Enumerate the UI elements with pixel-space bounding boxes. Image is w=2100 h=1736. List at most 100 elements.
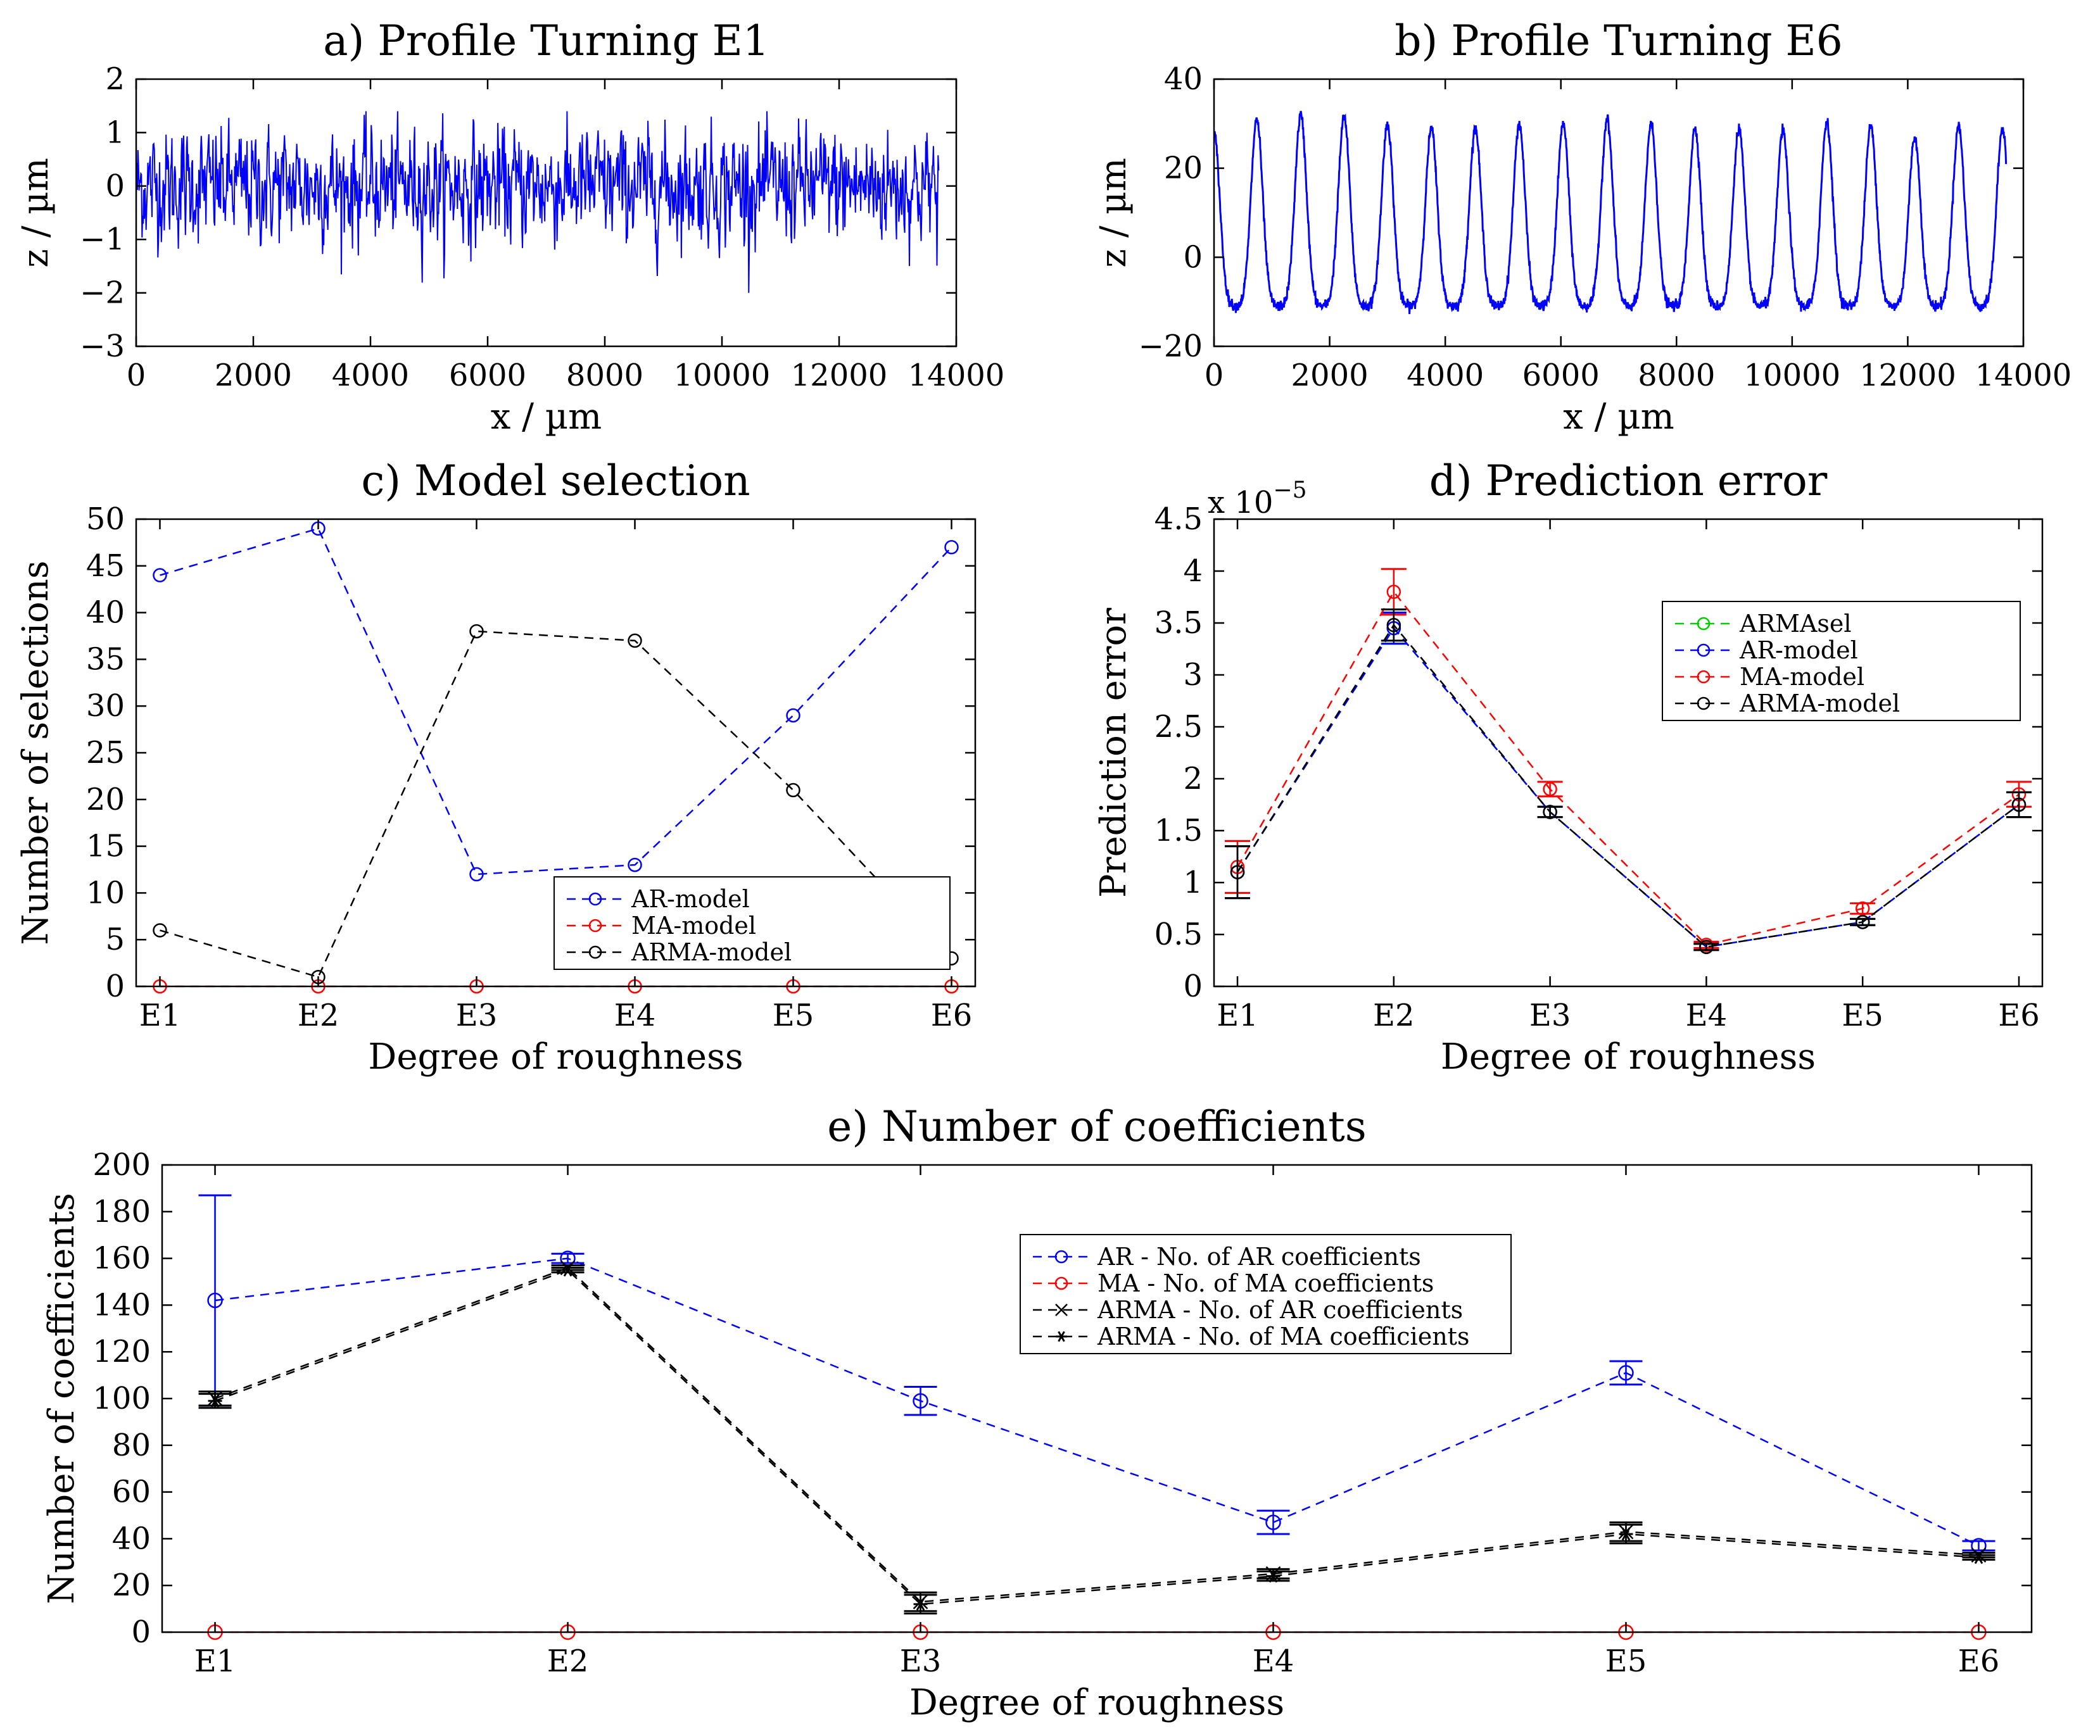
x-tick-label-d: E4 xyxy=(1686,998,1728,1033)
data-point-e xyxy=(207,1292,223,1309)
legend-label: MA-model xyxy=(1740,663,1864,691)
y-tick-label-a: 2 xyxy=(105,61,125,97)
series-line-e-0 xyxy=(215,1257,1980,1547)
legend-label: ARMAsel xyxy=(1739,610,1852,638)
legend-label: MA - No. of MA coefficients xyxy=(1097,1269,1434,1297)
data-point-d xyxy=(1699,940,1714,954)
data-point-d xyxy=(1543,805,1557,819)
y-tick-label-a: −2 xyxy=(80,275,125,311)
x-tick-label-b: 2000 xyxy=(1291,358,1368,393)
x-tick-label-e: E4 xyxy=(1253,1644,1294,1679)
x-tick-label-a: 14000 xyxy=(908,358,1005,393)
x-tick-label-d: E2 xyxy=(1373,998,1415,1033)
profile-line-e1 xyxy=(136,111,940,293)
x-tick-label-b: 8000 xyxy=(1638,358,1715,393)
series-line-c-0 xyxy=(160,527,952,876)
y-tick-label-b: 20 xyxy=(1164,151,1203,186)
legend-box xyxy=(1020,1234,1512,1354)
legend-box xyxy=(1662,601,2021,721)
x-axis-label-c: Degree of roughness xyxy=(368,1036,743,1078)
x-axis-label-e: Degree of roughness xyxy=(909,1682,1284,1723)
data-point-c xyxy=(469,867,484,882)
data-point-c xyxy=(786,708,800,723)
y-tick-label-e: 20 xyxy=(112,1568,151,1603)
y-tick-label-c: 30 xyxy=(86,688,125,724)
y-tick-label-d: 2.5 xyxy=(1154,709,1203,745)
scale-label: x 10−5 xyxy=(1208,477,1306,520)
data-point-d xyxy=(2011,797,2027,812)
y-tick-label-e: 160 xyxy=(92,1241,151,1276)
data-point-d xyxy=(1855,901,1870,916)
y-tick-label-e: 0 xyxy=(131,1614,151,1650)
legend-marker xyxy=(588,919,602,933)
y-tick-label-c: 40 xyxy=(86,595,125,631)
y-tick-label-d: 2 xyxy=(1183,761,1203,796)
data-point-e xyxy=(1265,1514,1281,1530)
x-tick-label-c: E3 xyxy=(456,998,498,1033)
data-point-e xyxy=(1621,1527,1631,1541)
y-axis-label-c: Number of selections xyxy=(15,560,56,945)
y-tick-label-d: 1 xyxy=(1183,865,1203,900)
chart-a: a) Profile Turning E1 x / µm z / µm −3 −2 −1 0… xyxy=(15,16,1004,437)
y-tick-label-c: 15 xyxy=(86,829,125,864)
plot-area-d xyxy=(1213,518,2044,988)
x-tick-label-b: 6000 xyxy=(1522,358,1600,393)
legend-marker xyxy=(588,892,602,906)
chart-title-e: e) Number of coefficients xyxy=(827,1102,1366,1151)
legend-marker xyxy=(588,945,602,959)
legend-marker xyxy=(1697,696,1711,710)
x-tick-label-e: E6 xyxy=(1958,1644,2000,1679)
scale-label-exp: −5 xyxy=(1273,477,1306,503)
data-point-d xyxy=(1855,915,1870,929)
data-point-e xyxy=(913,1393,928,1409)
data-point-d xyxy=(1386,618,1401,632)
data-point-e xyxy=(563,1263,572,1277)
x-tick-label-e: E2 xyxy=(547,1644,589,1679)
data-point-c xyxy=(786,783,800,798)
x-tick-label-a: 0 xyxy=(127,358,146,393)
x-tick-label-b: 0 xyxy=(1205,358,1224,393)
x-tick-label-a: 6000 xyxy=(449,358,526,393)
y-tick-label-d: 0.5 xyxy=(1154,917,1203,952)
series-line-d-3 xyxy=(1236,624,2020,948)
data-point-e xyxy=(916,1597,925,1611)
legend-marker xyxy=(1054,1250,1068,1264)
data-point-c xyxy=(944,540,959,555)
y-tick-label-e: 60 xyxy=(112,1475,151,1510)
data-point-e xyxy=(210,1394,220,1407)
x-tick-label-c: E1 xyxy=(139,998,181,1033)
x-tick-label-d: E5 xyxy=(1842,998,1883,1033)
data-point-c xyxy=(153,568,167,582)
x-tick-label-c: E5 xyxy=(773,998,814,1033)
data-point-c xyxy=(469,624,484,639)
x-tick-label-e: E3 xyxy=(900,1644,942,1679)
y-tick-label-a: 1 xyxy=(105,115,125,150)
y-axis-label-d: Prediction error xyxy=(1093,608,1134,898)
data-point-e xyxy=(1974,1550,1983,1564)
x-tick-label-b: 14000 xyxy=(1975,358,2072,393)
x-axis-label-b: x / µm xyxy=(1563,396,1674,437)
chart-title-b: b) Profile Turning E6 xyxy=(1395,16,1842,65)
y-tick-label-d: 4 xyxy=(1183,553,1203,589)
y-tick-label-c: 0 xyxy=(105,969,125,1004)
x-tick-label-e: E1 xyxy=(194,1644,236,1679)
data-point-d xyxy=(1543,782,1557,796)
x-tick-label-a: 8000 xyxy=(566,358,643,393)
x-tick-label-a: 2000 xyxy=(215,358,292,393)
legend-marker xyxy=(1697,643,1711,657)
x-tick-label-a: 4000 xyxy=(332,358,409,393)
y-axis-label-a: z / µm xyxy=(15,158,56,267)
legend-marker xyxy=(1697,617,1711,631)
plot-area-b xyxy=(1213,78,2025,348)
y-tick-label-e: 200 xyxy=(92,1147,151,1183)
chart-title-c: c) Model selection xyxy=(361,456,750,505)
x-tick-label-c: E4 xyxy=(614,998,656,1033)
y-tick-label-a: −1 xyxy=(80,222,125,257)
x-tick-label-e: E5 xyxy=(1605,1644,1647,1679)
x-tick-label-d: E1 xyxy=(1217,998,1258,1033)
y-tick-label-c: 50 xyxy=(86,501,125,537)
legend-box xyxy=(553,876,951,970)
x-tick-label-d: E6 xyxy=(1998,998,2040,1033)
